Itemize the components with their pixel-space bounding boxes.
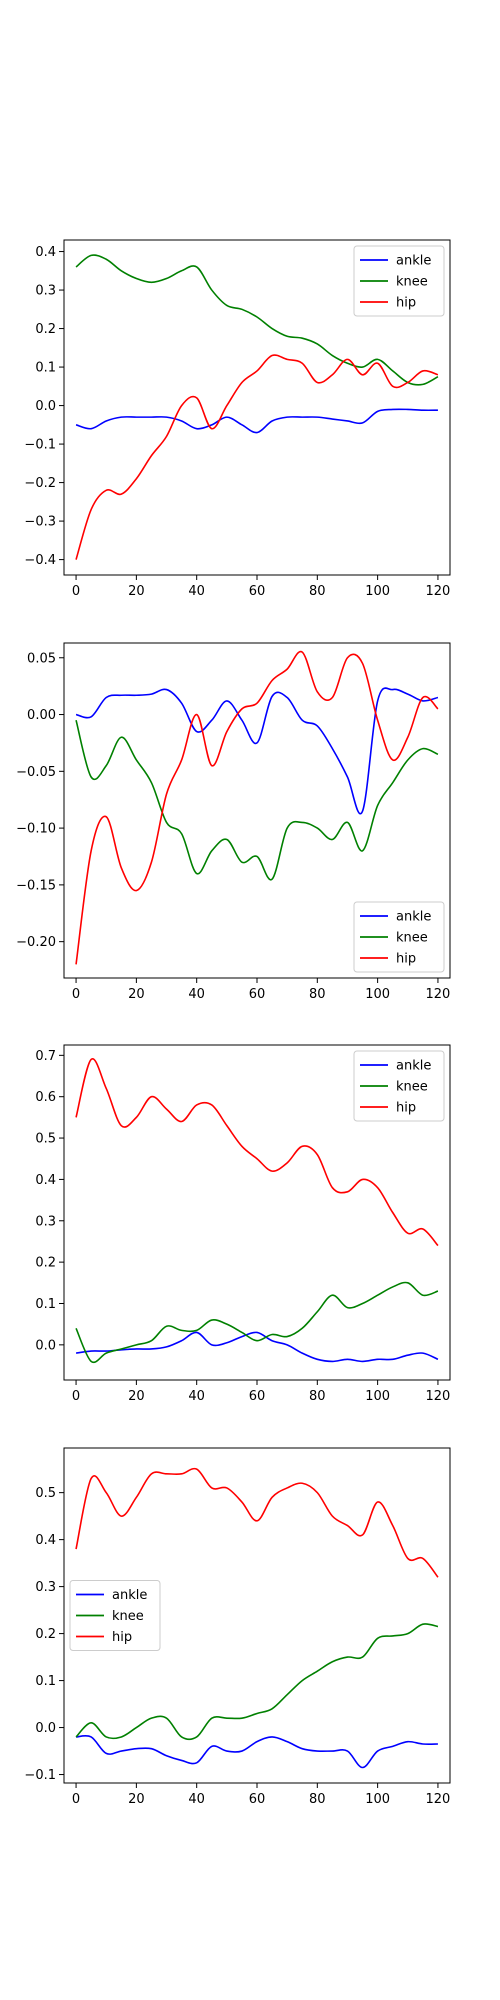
- x-tick-label: 0: [72, 987, 80, 1002]
- chart-panel-1: 0 20 40 60 80 100 120 −0.4 −0.3 −0.2 −0.1 0.0 0.1 0.2…: [24, 240, 450, 599]
- y-tick-label: 0.4: [35, 1533, 56, 1548]
- x-tick-label: 20: [128, 987, 145, 1002]
- y-tick-label: 0.0: [35, 399, 56, 414]
- legend-label-ankle: ankle: [396, 910, 431, 925]
- chart-panel-4: 0 20 40 60 80 100 120 −0.1 0.0 0.1 0.2 0.3 0.4 0.5 ank…: [24, 1448, 450, 1807]
- y-tick-label: 0.05: [27, 651, 56, 666]
- x-tick-label: 100: [365, 1792, 390, 1807]
- x-tick-label: 100: [365, 987, 390, 1002]
- y-tick-label: −0.3: [24, 515, 56, 530]
- x-tick-label: 120: [426, 1389, 451, 1404]
- legend-label-ankle: ankle: [396, 254, 431, 269]
- legend: ankle knee hip: [354, 902, 444, 972]
- x-tick-label: 40: [188, 1389, 205, 1404]
- legend-label-hip: hip: [396, 296, 416, 311]
- y-tick-label: −0.4: [24, 553, 56, 568]
- y-tick-label: 0.5: [35, 1132, 56, 1147]
- x-tick-label: 80: [309, 584, 326, 599]
- legend: ankle knee hip: [354, 246, 444, 316]
- y-tick-label: 0.3: [35, 1214, 56, 1229]
- x-tick-label: 0: [72, 1389, 80, 1404]
- x-tick-label: 20: [128, 1389, 145, 1404]
- y-tick-label: 0.5: [35, 1486, 56, 1501]
- x-tick-label: 80: [309, 987, 326, 1002]
- y-tick-label: −0.2: [24, 476, 56, 491]
- y-tick-label: 0.1: [35, 361, 56, 376]
- legend: ankle knee hip: [354, 1051, 444, 1121]
- y-tick-label: −0.1: [24, 438, 56, 453]
- x-tick-label: 40: [188, 987, 205, 1002]
- x-tick-label: 120: [426, 987, 451, 1002]
- y-tick-label: 0.7: [35, 1049, 56, 1064]
- y-tick-label: −0.1: [24, 1768, 56, 1783]
- x-tick-label: 100: [365, 1389, 390, 1404]
- y-tick-label: 0.2: [35, 322, 56, 337]
- x-tick-label: 80: [309, 1389, 326, 1404]
- y-tick-label: 0.4: [35, 1173, 56, 1188]
- legend-label-knee: knee: [396, 1080, 428, 1095]
- x-tick-label: 60: [249, 1792, 266, 1807]
- legend-label-hip: hip: [396, 1101, 416, 1116]
- y-tick-label: 0.2: [35, 1256, 56, 1271]
- legend-label-hip: hip: [396, 952, 416, 967]
- x-tick-label: 40: [188, 584, 205, 599]
- legend-label-hip: hip: [112, 1630, 132, 1645]
- x-tick-label: 120: [426, 1792, 451, 1807]
- x-tick-label: 0: [72, 584, 80, 599]
- x-tick-label: 120: [426, 584, 451, 599]
- y-tick-label: 0.0: [35, 1338, 56, 1353]
- x-tick-label: 0: [72, 1792, 80, 1807]
- x-tick-label: 40: [188, 1792, 205, 1807]
- y-tick-label: 0.4: [35, 245, 56, 260]
- legend-label-ankle: ankle: [112, 1588, 147, 1603]
- y-tick-label: 0.3: [35, 1580, 56, 1595]
- x-tick-label: 60: [249, 1389, 266, 1404]
- x-tick-label: 80: [309, 1792, 326, 1807]
- x-tick-label: 60: [249, 987, 266, 1002]
- chart-panel-2: 0 20 40 60 80 100 120 −0.20 −0.15 −0.10 −0.05 0.00 0…: [16, 643, 450, 1002]
- y-tick-label: −0.10: [16, 822, 56, 837]
- y-tick-label: −0.05: [16, 765, 56, 780]
- y-tick-label: 0.00: [27, 708, 56, 723]
- x-tick-label: 60: [249, 584, 266, 599]
- y-tick-label: 0.1: [35, 1297, 56, 1312]
- chart-panel-3: 0 20 40 60 80 100 120 0.0 0.1 0.2 0.3 0.4 0.5 0.6 0.7 a…: [35, 1045, 450, 1404]
- y-tick-label: 0.2: [35, 1627, 56, 1642]
- y-tick-label: 0.1: [35, 1674, 56, 1689]
- y-tick-label: −0.20: [16, 935, 56, 950]
- legend-label-knee: knee: [112, 1609, 144, 1624]
- y-tick-label: −0.15: [16, 878, 56, 893]
- y-tick-label: 0.6: [35, 1090, 56, 1105]
- x-tick-label: 20: [128, 1792, 145, 1807]
- legend-label-knee: knee: [396, 931, 428, 946]
- x-tick-label: 20: [128, 584, 145, 599]
- legend: ankle knee hip: [70, 1581, 160, 1651]
- x-tick-label: 100: [365, 584, 390, 599]
- legend-label-ankle: ankle: [396, 1059, 431, 1074]
- y-tick-label: 0.3: [35, 284, 56, 299]
- y-tick-label: 0.0: [35, 1721, 56, 1736]
- legend-label-knee: knee: [396, 275, 428, 290]
